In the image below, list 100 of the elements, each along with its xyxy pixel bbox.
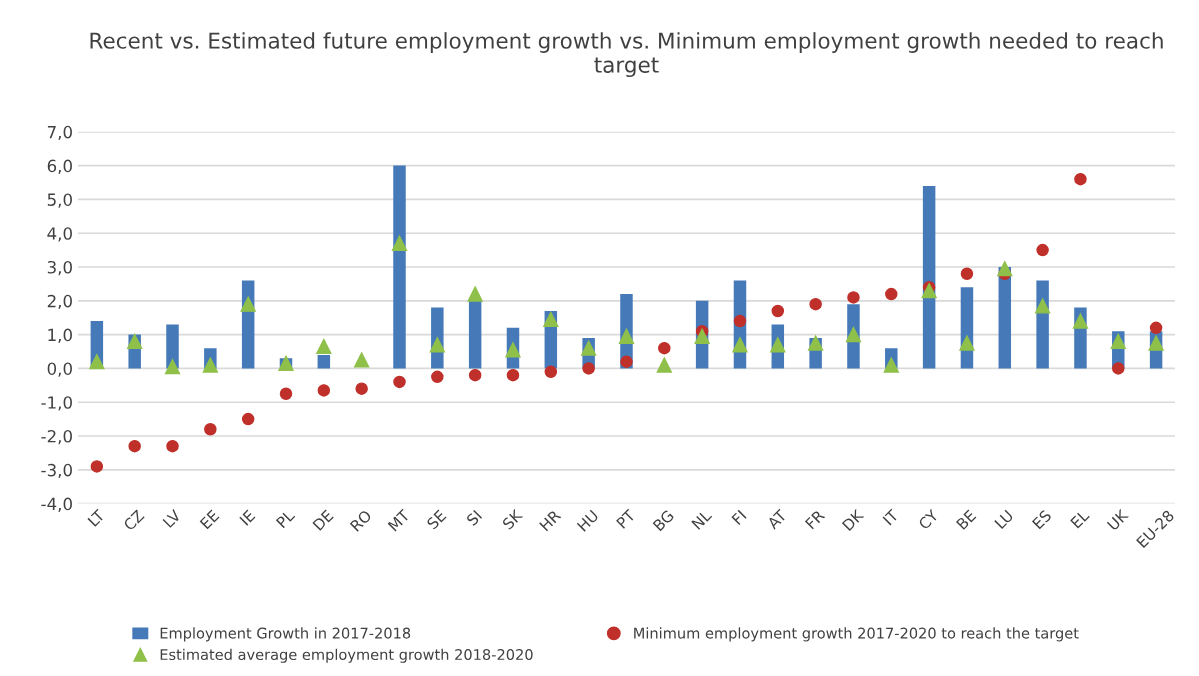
x-tick-label: PT (616, 508, 637, 529)
x-tick-label: CZ (122, 509, 145, 532)
point (317, 384, 331, 397)
point (468, 368, 482, 382)
x-tick-label: MT (387, 508, 411, 532)
point (997, 261, 1013, 277)
point (845, 326, 862, 343)
point (544, 365, 558, 379)
x-tick-label: IT (882, 508, 900, 526)
x-tick-label: EE (199, 509, 220, 530)
point (1149, 321, 1163, 335)
point (505, 342, 521, 358)
point (809, 297, 822, 311)
x-tick-label: RO (349, 509, 373, 532)
bar (922, 185, 936, 369)
point (393, 375, 406, 389)
x-tick-label: UK (1106, 508, 1130, 531)
x-tick-label: SI (465, 509, 483, 527)
point (166, 439, 179, 453)
point (770, 337, 786, 353)
point (506, 368, 520, 382)
point (240, 296, 256, 312)
y-tick-label: -2,0 (41, 429, 72, 445)
y-tick-label: 1,0 (48, 328, 72, 343)
point (543, 311, 559, 328)
point (467, 286, 483, 302)
x-tick-label: DK (841, 508, 865, 532)
x-tick-label: FI (731, 509, 747, 526)
point (847, 291, 860, 304)
point (241, 412, 255, 426)
bar (166, 324, 179, 369)
x-tick-label: HR (539, 509, 562, 532)
x-tick-label: PL (275, 508, 296, 529)
point (1036, 243, 1049, 257)
y-tick-label: -3,0 (41, 463, 72, 479)
x-tick-label: LV (162, 508, 182, 528)
x-tick-label: LT (87, 508, 106, 527)
legend-label: Estimated average employment growth 2018-2020 (160, 648, 533, 663)
x-tick-label: IE (239, 509, 256, 526)
point (582, 362, 595, 375)
x-tick-label: CY (917, 508, 940, 531)
y-tick-label: 5,0 (47, 193, 72, 208)
x-tick-label: ES (1031, 509, 1052, 530)
bar (317, 354, 331, 369)
point (771, 304, 785, 318)
point (620, 355, 633, 368)
legend-label: Minimum employment growth 2017-2020 to reach the target (634, 627, 1079, 642)
point (1110, 333, 1126, 350)
point (316, 338, 332, 355)
x-tick-label: AT (766, 508, 788, 530)
point (355, 382, 368, 395)
point (732, 337, 748, 353)
point (960, 267, 974, 281)
point (354, 352, 370, 368)
x-tick-label: SK (501, 508, 524, 531)
y-tick-label: 4,0 (47, 227, 72, 242)
point (127, 333, 143, 350)
point (1034, 298, 1051, 314)
bar (393, 165, 406, 369)
point (618, 328, 635, 344)
x-tick-label: DE (312, 509, 334, 531)
point (429, 337, 445, 353)
point (1074, 172, 1087, 186)
x-tick-label: EL (1070, 508, 1090, 529)
point (733, 314, 747, 328)
y-tick-label: 2,0 (47, 294, 72, 310)
point (391, 235, 408, 251)
point (90, 460, 104, 473)
point (128, 439, 141, 453)
y-tick-label: -1,0 (41, 396, 72, 411)
point (694, 328, 710, 344)
point (883, 357, 899, 373)
point (279, 387, 293, 401)
x-tick-label: BG (652, 509, 675, 532)
chart-title: Recent vs. Estimated future employment growth vs. Minimum employment growth needed to reach target (90, 32, 1163, 78)
point (1148, 335, 1164, 351)
point (656, 357, 672, 373)
point (959, 335, 975, 351)
point (807, 335, 824, 351)
legend-label: Employment Growth in 2017-2018 (160, 627, 411, 642)
x-tick-label: FR (804, 509, 826, 530)
x-tick-label: LU (994, 509, 1014, 530)
point (89, 354, 105, 370)
x-tick-label: NL (691, 508, 713, 530)
point (921, 283, 937, 299)
y-tick-label: 7,0 (47, 125, 72, 141)
point (581, 340, 597, 356)
x-tick-label: SE (426, 509, 447, 530)
y-tick-label: 3,0 (47, 260, 72, 276)
x-tick-label: HU (576, 509, 599, 532)
point (658, 341, 671, 355)
point (1072, 313, 1089, 329)
y-tick-label: -4,0 (41, 497, 72, 512)
point (431, 370, 444, 384)
point (164, 359, 181, 375)
point (1112, 362, 1125, 375)
y-tick-label: 0,0 (47, 362, 72, 377)
point (204, 423, 217, 436)
point (885, 287, 898, 301)
y-tick-label: 6,0 (47, 159, 72, 174)
